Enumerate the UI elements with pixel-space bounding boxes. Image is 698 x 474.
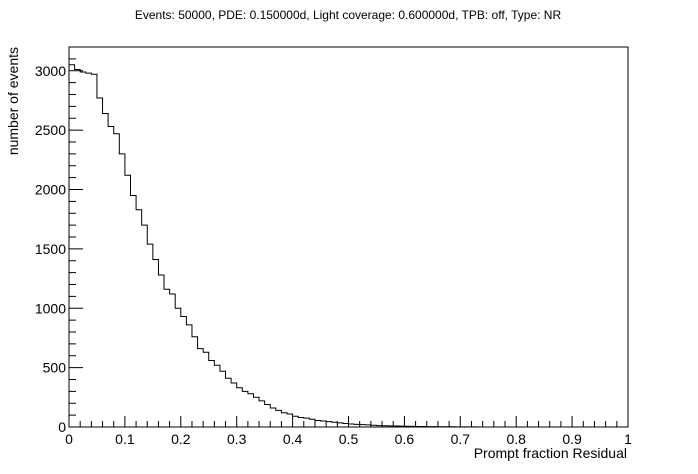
y-tick-label: 2000 xyxy=(35,182,66,198)
y-tick-label: 2500 xyxy=(35,122,66,138)
x-tick-label: 0 xyxy=(65,431,73,447)
y-tick-label: 1500 xyxy=(35,241,66,257)
y-tick-label: 0 xyxy=(58,419,66,435)
x-tick-label: 0.1 xyxy=(115,431,135,447)
x-axis-label: Prompt fraction Residual xyxy=(474,445,627,461)
histogram-series xyxy=(69,64,628,428)
x-tick-label: 0.7 xyxy=(451,431,471,447)
y-tick-label: 1000 xyxy=(35,300,66,316)
plot-frame xyxy=(68,46,629,428)
x-tick-label: 0.3 xyxy=(227,431,247,447)
x-tick-label: 0.4 xyxy=(283,431,303,447)
y-axis-label: number of events xyxy=(5,47,21,155)
y-tick-label: 3000 xyxy=(35,63,66,79)
y-tick-label: 500 xyxy=(43,360,67,376)
x-tick-label: 0.6 xyxy=(395,431,415,447)
x-tick-label: 0.8 xyxy=(506,431,526,447)
x-tick-label: 0.2 xyxy=(171,431,191,447)
x-tick-label: 0.9 xyxy=(562,431,582,447)
y-axis: 0 500 1000 1500 2000 2500 3000 xyxy=(35,46,83,435)
chart-title: Events: 50000, PDE: 0.150000d, Light cov… xyxy=(135,8,562,22)
x-tick-label: 0.5 xyxy=(339,431,359,447)
x-tick-label: 1 xyxy=(624,431,632,447)
x-axis: 0 0.1 0.2 0.3 0.4 0.5 0.6 0.7 0.8 0.9 1 xyxy=(65,416,632,447)
